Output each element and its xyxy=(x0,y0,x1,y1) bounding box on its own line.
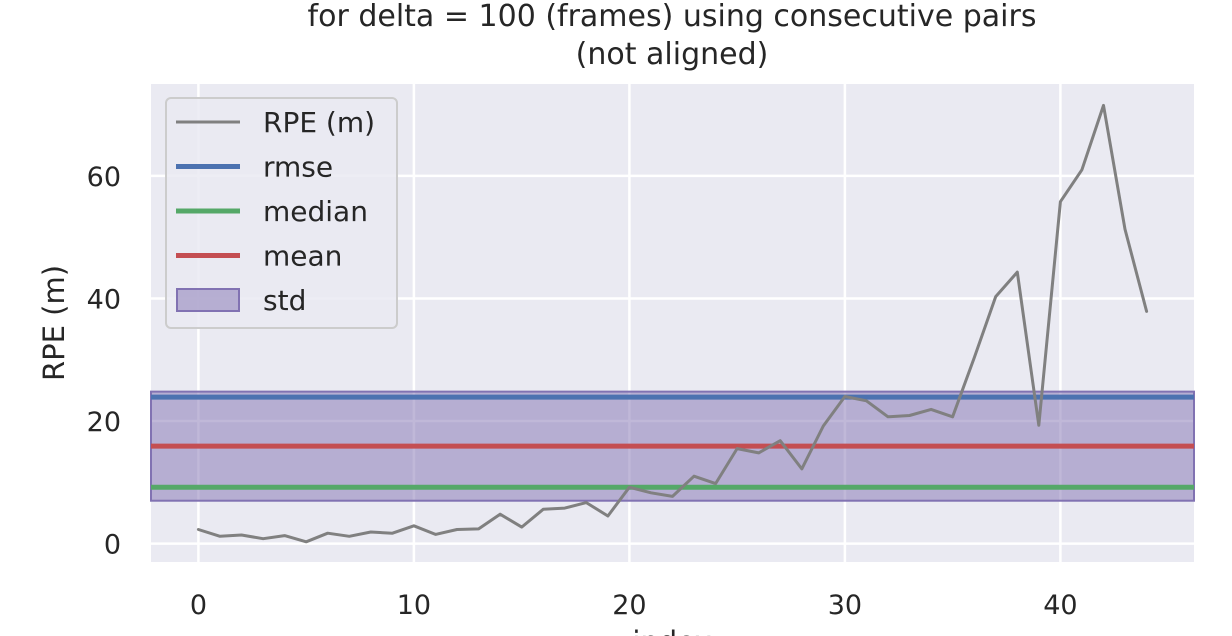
y-tick-label-2: 40 xyxy=(87,284,121,315)
series-layer xyxy=(196,103,1149,544)
legend-label-0: RPE (m) xyxy=(263,106,375,139)
legend-frame xyxy=(165,97,398,329)
legend-label-4: std xyxy=(263,284,306,317)
x-tick-label-2: 20 xyxy=(612,590,646,621)
x-tick-label-4: 40 xyxy=(1043,590,1077,621)
y-tick-label-3: 60 xyxy=(87,162,121,193)
legend-label-3: mean xyxy=(263,240,342,273)
chart-title-line-1: for delta = 100 (frames) using consecuti… xyxy=(308,0,1037,34)
legend-std-patch xyxy=(176,288,240,312)
x-axis-label: index xyxy=(632,625,711,636)
x-tick-labels: 0 10 20 30 40 xyxy=(190,590,1078,621)
x-tick-label-0: 0 xyxy=(190,590,207,621)
y-axis-label: RPE (m) xyxy=(37,265,71,381)
legend: RPE (m) rmse median mean std xyxy=(165,97,398,329)
y-tick-label-0: 0 xyxy=(104,530,121,561)
y-tick-label-1: 20 xyxy=(87,407,121,438)
x-tick-label-3: 30 xyxy=(828,590,862,621)
legend-label-2: median xyxy=(263,195,368,228)
x-tick-label-1: 10 xyxy=(397,590,431,621)
chart-title-line-2: (not aligned) xyxy=(576,37,769,72)
legend-label-1: rmse xyxy=(263,151,333,184)
series-line-0 xyxy=(196,103,1149,544)
statistic-lines xyxy=(151,394,1194,490)
y-tick-labels: 0 20 40 60 xyxy=(87,162,121,561)
